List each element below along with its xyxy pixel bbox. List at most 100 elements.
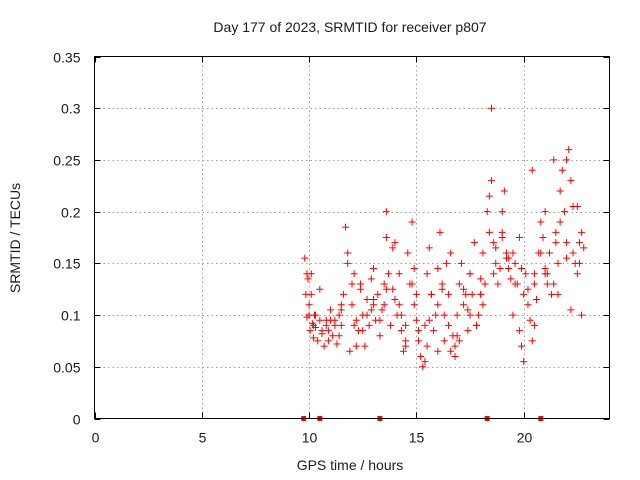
plot-frame: [94, 56, 610, 419]
data-point: [415, 327, 423, 335]
data-point: [329, 332, 337, 340]
data-point: [573, 202, 581, 210]
data-point: [352, 316, 360, 324]
data-point: [530, 280, 538, 288]
data-point: [380, 280, 388, 288]
data-point: [460, 285, 468, 293]
data-point: [410, 301, 418, 309]
data-point: [367, 275, 375, 283]
data-point: [541, 270, 549, 278]
data-point: [342, 223, 350, 231]
data-point: [578, 228, 586, 236]
data-point: [490, 239, 498, 247]
data-point: [575, 239, 583, 247]
data-point: [305, 311, 313, 319]
data-point: [447, 347, 455, 355]
data-point: [391, 296, 399, 304]
data-point: [440, 311, 448, 319]
x-tick-label: 5: [199, 430, 207, 446]
data-point: [376, 316, 384, 324]
data-point: [440, 337, 448, 345]
data-point: [339, 290, 347, 298]
data-point: [352, 342, 360, 350]
data-point: [318, 327, 326, 335]
data-point: [367, 306, 375, 314]
data-point: [545, 249, 553, 257]
data-point: [348, 301, 356, 309]
data-point: [361, 342, 369, 350]
data-point: [477, 290, 485, 298]
data-point: [365, 321, 373, 329]
data-point: [412, 290, 420, 298]
data-point: [369, 265, 377, 273]
data-point: [421, 321, 429, 329]
data-point: [419, 363, 427, 371]
axis-ticks: 0 5 10 15 20 0 0.05 0.1 0.15 0.2 0.25 0.3 0.35: [53, 50, 610, 446]
data-point: [306, 327, 314, 335]
data-points: [301, 104, 588, 371]
data-point: [554, 290, 562, 298]
data-point: [567, 306, 575, 314]
data-point: [494, 280, 502, 288]
data-point: [573, 270, 581, 278]
data-point: [578, 311, 586, 319]
data-point: [447, 249, 455, 257]
data-point: [498, 228, 506, 236]
data-point: [492, 244, 500, 252]
data-point: [511, 259, 519, 267]
data-point: [487, 177, 495, 185]
data-point: [382, 208, 390, 216]
data-point: [312, 311, 320, 319]
data-point: [436, 228, 444, 236]
data-point: [434, 265, 442, 273]
data-point: [438, 285, 446, 293]
data-point: [548, 290, 556, 298]
data-point: [563, 254, 571, 262]
data-point: [550, 280, 558, 288]
data-point: [528, 166, 536, 174]
data-point: [550, 156, 558, 164]
data-point: [415, 337, 423, 345]
data-point: [475, 311, 483, 319]
data-point: [522, 270, 530, 278]
data-point: [543, 280, 551, 288]
data-point: [556, 187, 564, 195]
y-tick-label: 0.15: [53, 256, 80, 272]
data-point: [528, 337, 536, 345]
data-point: [423, 342, 431, 350]
data-point: [520, 358, 528, 366]
data-point: [558, 166, 566, 174]
data-point: [363, 311, 371, 319]
data-point: [374, 290, 382, 298]
data-point: [382, 234, 390, 241]
data-point: [363, 296, 371, 304]
x-tick-label: 10: [302, 430, 318, 446]
data-point: [537, 249, 545, 257]
data-point: [481, 280, 489, 288]
data-point: [350, 321, 358, 329]
data-point: [518, 342, 526, 350]
data-point: [563, 239, 571, 247]
data-point: [337, 306, 345, 314]
data-point: [324, 327, 332, 335]
data-point: [301, 254, 309, 262]
data-point: [477, 275, 485, 283]
data-point: [348, 280, 356, 288]
x-tick-label: 15: [409, 430, 425, 446]
data-point: [505, 265, 513, 273]
data-point: [410, 265, 418, 273]
data-point: [479, 301, 487, 309]
y-tick-label: 0.25: [53, 153, 80, 169]
data-point: [344, 249, 352, 257]
y-tick-label: 0.35: [53, 50, 80, 66]
data-point: [563, 156, 571, 164]
data-point: [307, 290, 315, 298]
data-point: [384, 270, 392, 278]
data-point: [470, 239, 478, 247]
data-point: [346, 347, 354, 355]
data-point: [496, 265, 504, 273]
data-point: [327, 306, 335, 314]
y-tick-label: 0.05: [53, 360, 80, 376]
data-point: [430, 327, 438, 335]
data-point: [464, 306, 472, 314]
